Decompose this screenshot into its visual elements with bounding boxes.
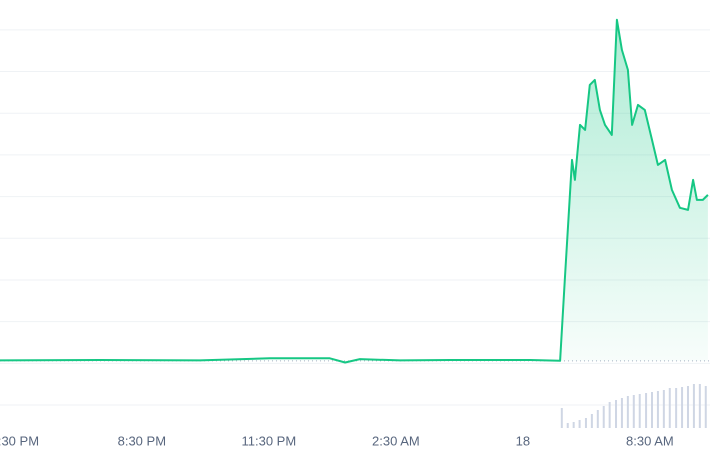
volume-bar	[675, 388, 678, 428]
volume-bar	[596, 410, 599, 428]
volume-bar	[632, 395, 635, 428]
volume-bar	[681, 387, 684, 428]
volume-bar	[608, 402, 611, 428]
volume-bar	[668, 388, 671, 428]
volume-bar	[572, 422, 575, 428]
volume-bar	[584, 418, 587, 428]
price-line	[0, 18, 709, 364]
volume-bar	[650, 392, 653, 428]
volume-bar	[692, 384, 695, 428]
volume-bar	[645, 393, 648, 428]
volume-bar	[638, 394, 641, 428]
volume-bar	[698, 384, 701, 428]
x-tick-label: 8:30 PM	[118, 433, 166, 448]
volume-bar	[686, 386, 689, 428]
x-tick-label: 5:30 PM	[0, 433, 39, 448]
volume-bar	[656, 391, 659, 428]
x-tick-label: 11:30 PM	[241, 433, 296, 448]
x-tick-label: 18	[516, 433, 530, 448]
volume-bar	[662, 390, 665, 428]
x-tick-label: 2:30 AM	[372, 433, 420, 448]
volume-bar	[578, 420, 581, 428]
volume-bar	[704, 386, 707, 428]
volume-bar	[590, 414, 593, 428]
volume-bar	[560, 408, 563, 428]
volume-bar	[615, 400, 618, 428]
volume-bar	[626, 396, 629, 428]
volume-bar	[620, 398, 623, 428]
area	[0, 19, 708, 363]
volume-bar	[602, 406, 605, 428]
x-tick-label: 8:30 AM	[626, 433, 674, 448]
volume-bar	[566, 423, 569, 428]
